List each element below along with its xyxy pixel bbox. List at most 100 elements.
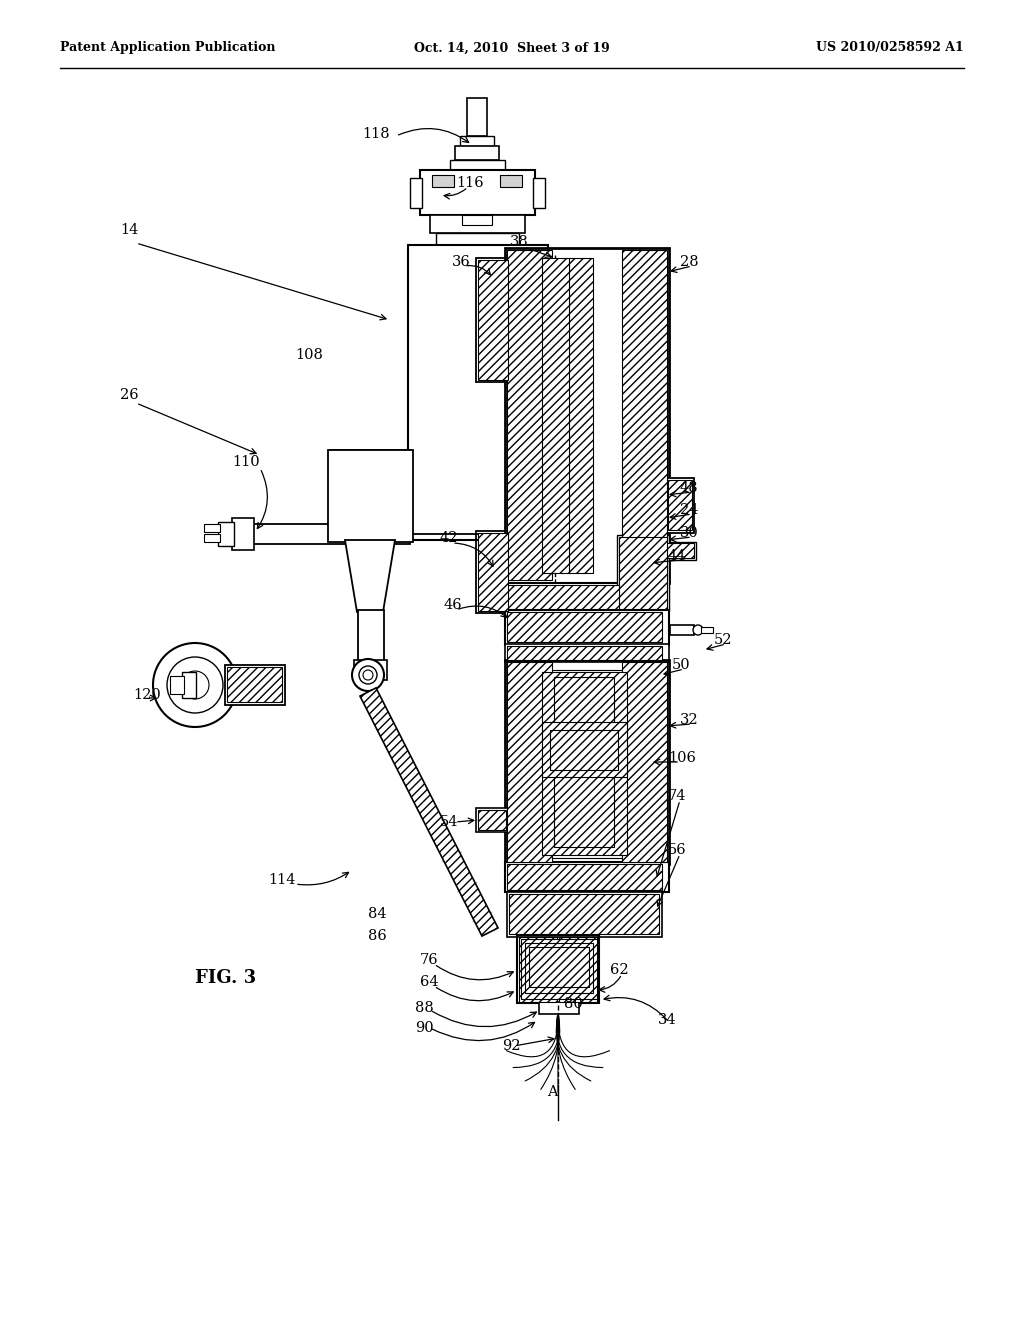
Bar — [455, 147, 499, 160]
Bar — [436, 234, 519, 246]
Bar — [521, 939, 597, 999]
Text: 28: 28 — [680, 255, 698, 269]
Bar — [227, 667, 282, 702]
Bar — [358, 610, 384, 665]
Bar — [554, 677, 614, 847]
Text: 44: 44 — [668, 549, 686, 564]
Text: 120: 120 — [133, 688, 161, 702]
Bar — [170, 676, 184, 694]
Text: 80: 80 — [564, 997, 583, 1011]
Bar — [542, 722, 627, 777]
Bar — [505, 660, 669, 865]
Circle shape — [153, 643, 237, 727]
Bar — [505, 610, 669, 645]
Bar — [529, 946, 589, 987]
Bar — [618, 537, 667, 609]
Bar — [550, 730, 618, 770]
Bar — [505, 583, 669, 611]
Text: 106: 106 — [668, 751, 696, 766]
Text: 36: 36 — [452, 255, 471, 269]
Circle shape — [534, 620, 545, 634]
Bar — [450, 160, 505, 170]
Bar — [462, 215, 492, 224]
Bar — [523, 941, 595, 997]
Text: 86: 86 — [368, 929, 387, 942]
Circle shape — [693, 624, 703, 635]
Bar — [408, 246, 548, 540]
Text: 90: 90 — [415, 1020, 433, 1035]
Text: 118: 118 — [362, 127, 389, 141]
Bar — [507, 612, 662, 642]
Text: 26: 26 — [120, 388, 138, 403]
Bar — [539, 1002, 579, 1014]
Text: 108: 108 — [295, 348, 323, 362]
Text: US 2010/0258592 A1: US 2010/0258592 A1 — [816, 41, 964, 54]
Text: 54: 54 — [440, 814, 459, 829]
Bar — [622, 249, 667, 579]
Text: 34: 34 — [658, 1012, 677, 1027]
Bar — [668, 480, 692, 531]
Text: Patent Application Publication: Patent Application Publication — [60, 41, 275, 54]
Bar — [556, 261, 568, 569]
Bar — [182, 672, 196, 698]
Circle shape — [514, 620, 526, 634]
Bar — [507, 865, 662, 890]
Bar — [507, 585, 662, 609]
Bar — [507, 645, 662, 660]
Circle shape — [624, 620, 636, 634]
Text: 74: 74 — [668, 789, 686, 803]
Bar — [569, 257, 593, 573]
Bar — [232, 517, 254, 550]
Circle shape — [362, 671, 373, 680]
Text: 42: 42 — [440, 531, 459, 545]
Bar — [478, 533, 508, 611]
Bar — [670, 624, 694, 635]
Text: 46: 46 — [444, 598, 463, 612]
Text: 38: 38 — [510, 235, 528, 249]
Bar — [476, 808, 508, 832]
Text: 56: 56 — [668, 843, 687, 857]
Text: 62: 62 — [610, 964, 629, 977]
Bar — [204, 535, 220, 543]
Bar — [552, 675, 617, 850]
Circle shape — [359, 667, 377, 684]
Bar — [701, 627, 713, 634]
Bar — [505, 248, 669, 583]
Bar — [250, 524, 410, 544]
Bar — [410, 178, 422, 209]
Text: 84: 84 — [368, 907, 387, 921]
Bar — [560, 680, 608, 840]
Bar — [509, 894, 659, 935]
Circle shape — [181, 671, 209, 700]
Bar — [476, 531, 508, 612]
Text: 48: 48 — [680, 480, 698, 495]
Polygon shape — [330, 450, 410, 660]
Bar — [328, 450, 413, 543]
Polygon shape — [360, 688, 498, 936]
Bar — [540, 671, 628, 858]
Circle shape — [352, 659, 384, 690]
Bar — [500, 176, 522, 187]
Bar — [505, 644, 669, 663]
Bar — [617, 535, 669, 611]
Bar — [478, 260, 508, 380]
Bar — [507, 249, 552, 579]
Bar — [666, 478, 694, 533]
Bar — [542, 672, 627, 855]
Text: 30: 30 — [680, 525, 698, 540]
Bar — [519, 937, 557, 1002]
Bar — [476, 257, 508, 381]
Bar — [517, 935, 599, 1003]
Text: 50: 50 — [672, 657, 690, 672]
Text: 52: 52 — [714, 634, 732, 647]
Text: A: A — [547, 1085, 557, 1100]
Bar — [467, 98, 487, 136]
Bar — [354, 660, 387, 680]
Text: 32: 32 — [680, 713, 698, 727]
Bar — [525, 942, 593, 993]
Bar — [559, 937, 597, 1002]
Bar — [542, 257, 570, 573]
Text: 24: 24 — [680, 503, 698, 517]
Bar — [548, 729, 620, 772]
Bar — [225, 665, 285, 705]
